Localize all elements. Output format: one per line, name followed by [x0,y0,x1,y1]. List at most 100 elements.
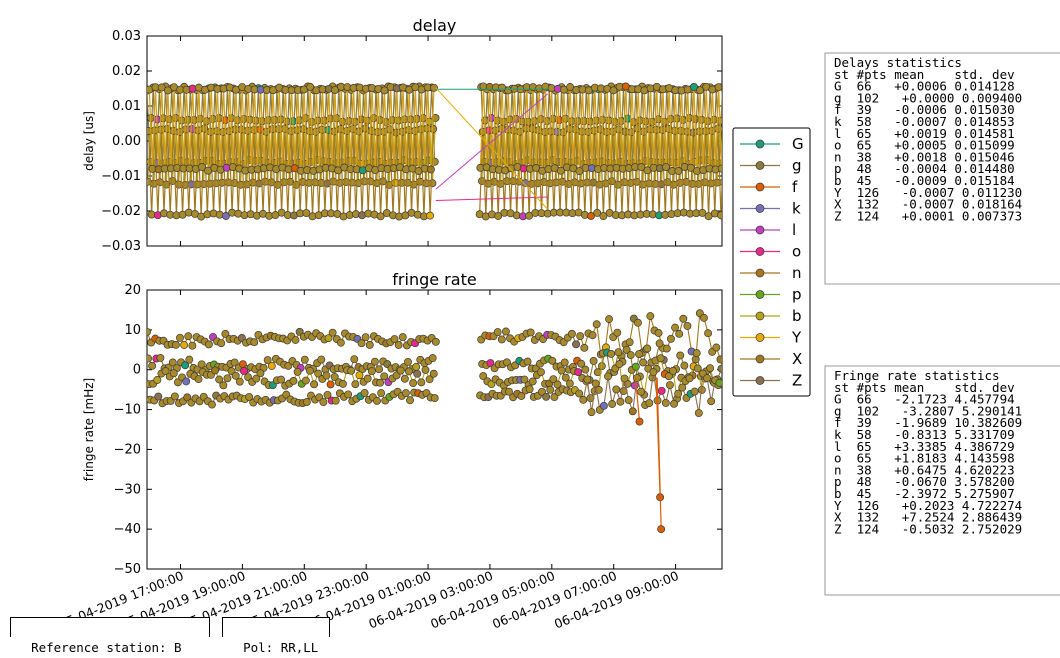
rate-point [326,380,335,389]
rate-point [656,354,665,363]
rate-point [717,364,722,373]
delay-stats-box [824,52,1060,285]
rate-point [400,374,409,383]
delay-point [599,212,608,221]
rate-point [350,355,359,364]
delay-series-line [479,128,722,217]
rate-point [632,374,641,383]
delay-stats-line: o 65 +0.0005 0.015099 [834,138,1015,153]
rate-point [615,360,624,369]
delay-point [566,83,575,91]
rate-point [542,392,551,401]
rate-point [223,374,232,383]
rate-point [235,377,244,386]
delay-point [714,83,722,92]
rate-point [669,366,677,375]
rate-point [550,393,559,402]
legend-marker [755,204,765,213]
delay-ytick-label: 0.00 [112,134,141,149]
rate-point [217,339,226,348]
rate-point [431,337,440,346]
rate-point [630,381,639,390]
rate-point [631,362,640,371]
delay-point [674,167,683,175]
rate-point [413,369,422,378]
delay-title: delay [413,16,457,35]
rate-point [161,367,170,376]
rate-point [417,378,426,387]
rate-point [184,332,193,341]
delay-stats-line: f 39 -0.0006 0.015030 [834,102,1015,117]
rate-point [154,392,163,401]
rate-point [171,340,180,349]
delay-stats-line: G 66 +0.0006 0.014128 [834,79,1015,94]
rate-point [479,372,488,381]
delay-point [428,179,437,188]
rate-ylabel: fringe rate [mHz] [82,378,96,481]
rate-point [148,361,157,370]
delay-point [302,209,311,217]
legend-marker [755,225,765,235]
delay-stats-line: st #pts mean std. dev [834,67,1015,82]
rate-point [373,397,381,405]
rate-point [654,329,663,337]
legend-marker [755,311,765,321]
rate-point [347,366,356,375]
legend-marker [755,354,765,364]
rate-point [409,379,418,388]
rate-point [620,374,629,383]
rate-point [330,372,339,381]
rate-point [370,357,379,366]
delay-point [686,163,695,172]
rate-point [176,333,184,342]
legend-label-G: G [792,135,804,153]
rate-point [375,365,384,374]
legend-marker [755,333,765,342]
rate-point [523,357,532,366]
delay-panel: 0.03 0.02 0.01 0.00 −0.01 −0.02 −0.03 delay dela… [82,16,723,254]
legend-label-p: p [792,286,802,304]
rate-point [221,329,230,338]
rate-stats-line: Fringe rate statistics [834,368,1000,383]
legend-label-g: g [792,157,802,175]
rate-point [716,355,722,364]
rate-point [291,336,300,344]
delay-stats-line: l 65 +0.0019 0.014581 [834,126,1015,141]
rate-point [398,333,407,342]
rate-point [323,390,332,399]
rate-point [250,338,259,347]
rate-point [181,361,190,370]
delay-gap-line [435,87,549,210]
rate-point [360,388,369,397]
rate-point [525,385,534,394]
rate-point [613,328,622,337]
rate-point [322,371,331,380]
legend-label-b: b [792,307,802,325]
rate-point [548,356,557,365]
rate-title: fringe rate [392,270,476,289]
rate-point [605,315,614,324]
rate-point [628,407,637,416]
delay-ytick-label: 0.03 [112,29,141,44]
rate-point [289,377,298,385]
rate-point [430,394,439,403]
rate-point [645,399,654,408]
delay-point [720,125,722,133]
delay-point [717,211,722,220]
rate-point [574,368,583,376]
delay-plot-area [147,82,722,221]
rate-point [390,335,399,343]
rate-point [401,389,410,397]
rate-point [344,390,353,399]
delay-point [637,163,646,172]
legend-marker [755,161,765,170]
legend-label-Y: Y [791,329,802,347]
rate-ytick-label: −10 [114,403,141,418]
rate-point [169,369,178,378]
legend-label-k: k [792,200,801,218]
rate-frame [146,289,723,570]
rate-point [662,344,671,353]
delay-ylabel: delay [us] [82,111,96,171]
delay-point [197,163,206,172]
delay-stats-line: n 38 +0.0018 0.015046 [834,149,1015,164]
